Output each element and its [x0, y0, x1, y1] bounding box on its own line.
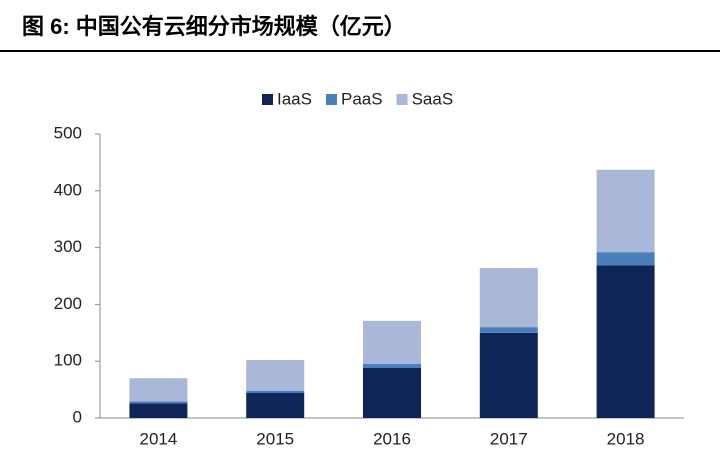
- y-tick-label: 0: [73, 407, 82, 426]
- legend-swatch: [396, 94, 408, 105]
- legend-swatch: [325, 94, 337, 105]
- bar-segment: [479, 332, 538, 418]
- legend-label: IaaS: [277, 89, 312, 108]
- y-tick-label: 500: [54, 123, 82, 142]
- bar-segment: [129, 403, 188, 418]
- legend-label: SaaS: [412, 89, 454, 108]
- bar-segment: [479, 268, 538, 328]
- chart-title: 图 6: 中国公有云细分市场规模（亿元）: [22, 14, 406, 39]
- x-tick-label: 2015: [256, 429, 294, 448]
- bar-segment: [363, 320, 421, 365]
- bar-segment: [363, 364, 421, 369]
- x-tick-label: 2018: [607, 429, 645, 448]
- y-tick-label: 100: [54, 351, 82, 370]
- bar-segment: [596, 265, 655, 418]
- x-tick-label: 2017: [490, 429, 528, 448]
- legend-swatch: [262, 94, 273, 105]
- x-tick-label: 2016: [373, 429, 411, 448]
- bar-segment: [129, 401, 188, 404]
- legend-label: PaaS: [341, 89, 383, 108]
- y-tick-label: 200: [54, 294, 82, 313]
- bar-segment: [246, 390, 305, 394]
- bar-segment: [479, 327, 538, 333]
- x-tick-label: 2014: [139, 429, 177, 448]
- bar-segment: [246, 360, 305, 391]
- bar-segment: [596, 169, 655, 253]
- bar-segment: [246, 393, 305, 418]
- bar-segment: [129, 378, 188, 402]
- y-tick-label: 400: [54, 180, 82, 199]
- bar-segment: [363, 368, 421, 418]
- y-tick-label: 300: [54, 237, 82, 256]
- bar-segment: [596, 252, 655, 266]
